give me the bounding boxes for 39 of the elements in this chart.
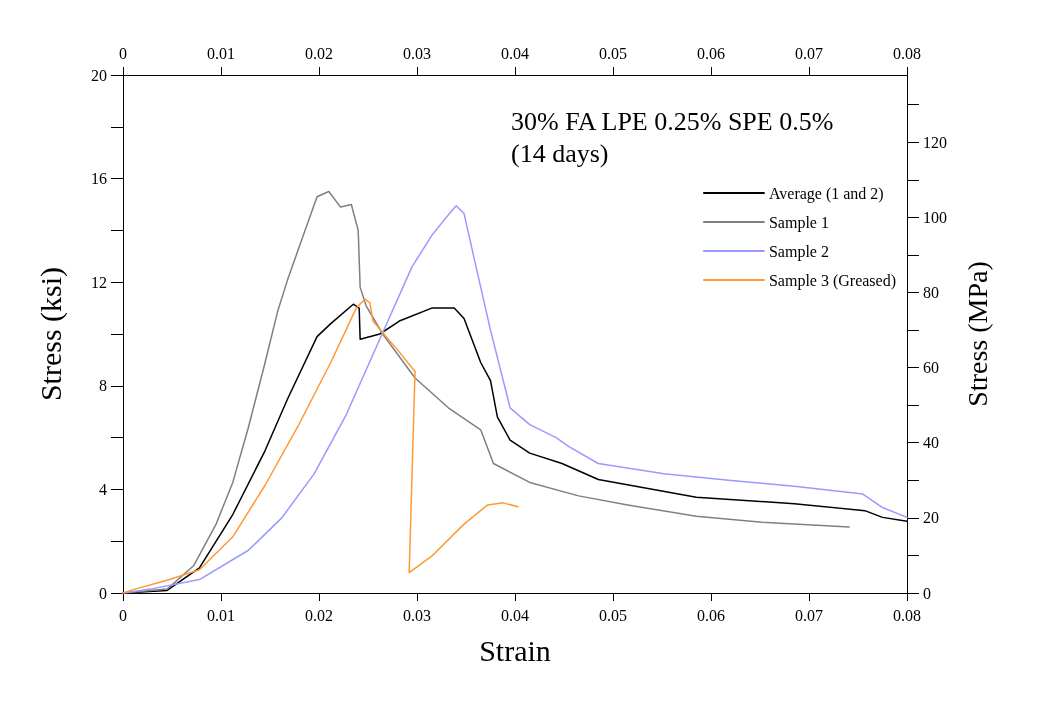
y-tick-label: 0 xyxy=(99,584,107,602)
x-tick-label: 0.07 xyxy=(795,606,823,624)
y-axis-title: Stress (ksi) xyxy=(33,266,68,402)
y2-tick-label: 120 xyxy=(923,133,947,151)
x2-tick-label: 0.07 xyxy=(795,44,823,62)
y2-tick-label: 60 xyxy=(923,359,939,377)
y2-tick-label: 0 xyxy=(923,584,931,602)
legend-label: Sample 3 (Greased) xyxy=(768,271,896,290)
x-tick-label: 0.03 xyxy=(403,606,431,624)
x-tick-label: 0.05 xyxy=(599,606,627,624)
x-tick-label: 0.02 xyxy=(305,606,333,624)
x2-tick-label: 0 xyxy=(119,44,127,62)
y2-axis-title: Stress (MPa) xyxy=(961,261,993,407)
y-tick-label: 4 xyxy=(99,480,107,498)
x2-tick-label: 0.04 xyxy=(501,44,529,62)
y2-tick-label: 80 xyxy=(923,283,939,301)
legend-label: Sample 1 xyxy=(768,213,829,232)
legend-label: Average (1 and 2) xyxy=(768,184,884,203)
y-tick-label: 16 xyxy=(91,170,107,188)
x2-tick-label: 0.02 xyxy=(305,44,333,62)
x2-tick-label: 0.01 xyxy=(207,44,235,62)
x2-tick-label: 0.05 xyxy=(599,44,627,62)
y-tick-label: 20 xyxy=(91,66,107,84)
x2-tick-label: 0.03 xyxy=(403,44,431,62)
x-tick-label: 0.04 xyxy=(501,606,529,624)
x-axis-title: Strain xyxy=(479,633,551,667)
y-tick-label: 8 xyxy=(99,377,107,395)
x2-tick-label: 0.08 xyxy=(893,44,921,62)
text: 30% FA LPE 0.25% SPE 0.5% (14 days) xyxy=(511,106,834,168)
y2-tick-label: 40 xyxy=(923,434,939,452)
x-tick-label: 0.01 xyxy=(207,606,235,624)
x-tick-label: 0 xyxy=(119,606,127,624)
y2-tick-label: 100 xyxy=(923,208,947,226)
x2-tick-label: 0.06 xyxy=(697,44,725,62)
x-tick-label: 0.06 xyxy=(697,606,725,624)
legend-label: Sample 2 xyxy=(768,242,829,261)
y-tick-label: 12 xyxy=(91,273,107,291)
y2-tick-label: 20 xyxy=(923,509,939,527)
x-tick-label: 0.08 xyxy=(893,606,921,624)
